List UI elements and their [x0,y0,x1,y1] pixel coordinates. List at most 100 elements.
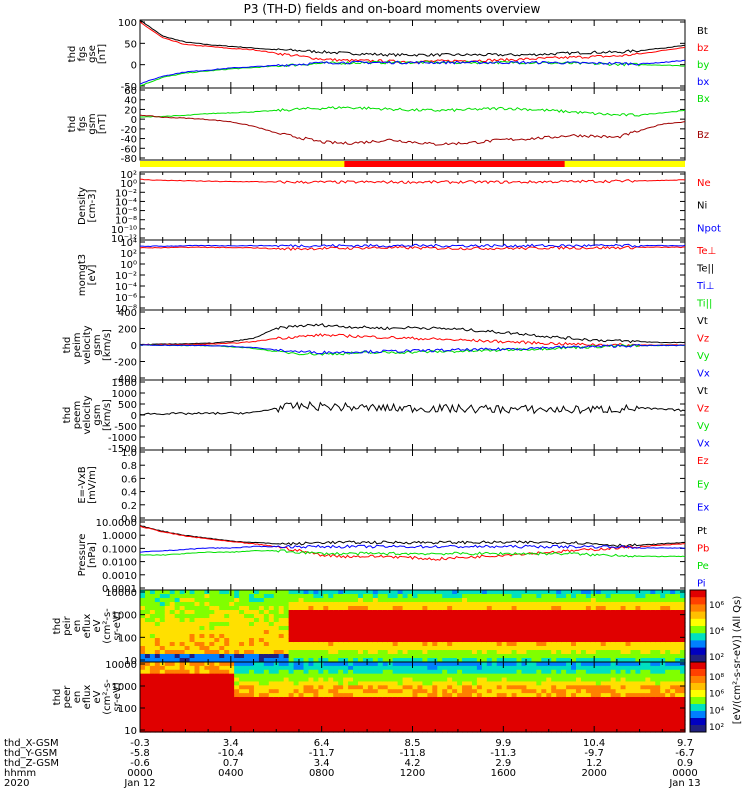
spectrogram-cell [234,658,240,663]
spectrogram-cell [452,650,458,655]
spectrogram-cell [665,646,671,651]
spectrogram-cell [313,614,319,619]
spectrogram-cell [387,650,394,655]
spectrogram-cell [467,590,473,595]
spectrogram-cell [367,689,374,694]
spectrogram-cell [239,708,245,714]
spectrogram-cell [204,669,210,675]
y-tick-label: 500 [118,400,137,411]
spectrogram-cell [407,693,414,698]
spectrogram-cell [437,598,443,603]
spectrogram-cell [610,716,617,721]
spectrogram-cell [501,598,508,603]
spectrogram-cell [249,685,255,690]
spectrogram-cell [149,697,156,702]
spectrogram-cell [491,658,498,663]
spectrogram-cell [531,622,537,627]
spectrogram-cell [566,618,572,623]
spectrogram-cell [263,728,270,733]
spectrogram-cell [372,618,379,623]
spectrogram-cell [214,693,220,698]
spectrogram-cell [179,634,186,639]
spectrogram-cell [392,658,399,663]
spectrogram-cell [590,708,597,714]
spectrogram-cell [610,728,617,733]
spectrogram-cell [154,669,161,675]
spectrogram-cell [387,693,394,698]
spectrogram-cell [476,716,483,721]
spectrogram-cell [620,716,627,721]
spectrogram-cell [229,700,235,706]
spectrogram-cell [452,602,458,607]
y-axis-label: thd [67,116,78,133]
spectrogram-cell [343,681,349,686]
spectrogram-cell [333,708,339,714]
spectrogram-cell [174,716,181,721]
spectrogram-cell [353,594,359,599]
spectrogram-cell [199,658,206,663]
series-line [139,245,685,251]
spectrogram-cell [640,700,646,706]
spectrogram-cell [432,681,438,686]
spectrogram-cell [144,712,151,718]
spectrogram-cell [169,728,176,733]
spectrogram-cell [140,646,146,651]
spectrogram-cell [655,602,661,607]
spectrogram-cell [640,634,646,639]
spectrogram-cell [585,634,592,639]
spectrogram-cell [268,700,275,706]
spectrogram-cell [580,724,587,729]
spectrogram-cell [397,689,404,694]
spectrogram-cell [372,590,379,595]
spectrogram-cell [605,602,612,607]
spectrogram-cell [358,681,364,686]
spectrogram-cell [372,728,379,733]
spectrogram-cell [635,700,642,706]
spectrogram-cell [595,728,602,733]
spectrogram-cell [536,708,542,714]
spectrogram-cell [288,602,295,607]
spectrogram-cell [204,606,210,611]
spectrogram-cell [169,681,176,686]
spectrogram-cell [580,638,587,643]
spectrogram-cell [194,602,201,607]
y-axis-label: thd [67,46,78,63]
spectrogram-cell [214,685,220,690]
spectrogram-cell [670,677,676,683]
spectrogram-cell [392,618,399,623]
spectrogram-cell [204,681,210,686]
spectrogram-cell [595,638,602,643]
spectrogram-cell [402,662,409,667]
y-axis-label: [cm-3] [87,189,98,222]
spectrogram-cell [590,606,597,611]
spectrogram-cell [397,594,404,599]
spectrogram-cell [174,618,181,623]
spectrogram-cell [154,704,161,710]
spectrogram-cell [516,720,523,725]
spectrogram-cell [665,681,671,686]
spectrogram-cell [149,716,156,721]
spectrogram-cell [551,700,557,706]
spectrogram-cell [452,704,458,710]
spectrogram-cell [417,630,424,635]
spectrogram-cell [362,618,369,623]
spectrogram-cell [179,662,186,667]
spectrogram-cell [571,642,577,647]
y-axis-label: [nPa] [87,542,98,568]
spectrogram-cell [283,602,290,607]
legend-label: Npot [697,223,721,234]
spectrogram-cell [303,665,310,671]
spectrogram-cell [234,693,240,698]
spectrogram-cell [447,662,453,667]
spectrogram-cell [154,658,161,663]
spectrogram-cell [293,638,300,643]
spectrogram-cell [343,685,349,690]
spectrogram-cell [541,626,547,631]
spectrogram-cell [348,598,354,603]
spectrogram-cell [204,712,210,718]
spectrogram-cell [660,654,666,659]
spectrogram-cell [496,598,503,603]
spectrogram-cell [561,634,567,639]
spectrogram-cell [214,704,220,710]
spectrogram-cell [343,630,349,635]
